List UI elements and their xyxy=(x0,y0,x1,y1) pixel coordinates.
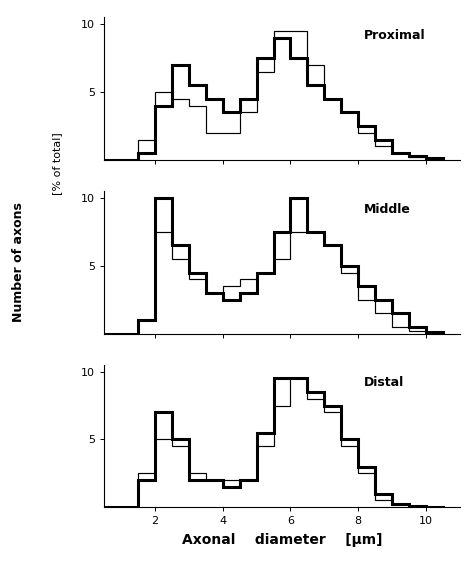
Text: [% of total]: [% of total] xyxy=(52,132,62,195)
Text: Middle: Middle xyxy=(364,202,410,216)
X-axis label: Axonal    diameter    [μm]: Axonal diameter [μm] xyxy=(182,533,382,547)
Text: Proximal: Proximal xyxy=(364,29,426,42)
Text: Number of axons: Number of axons xyxy=(12,202,26,322)
Text: Distal: Distal xyxy=(364,376,404,389)
